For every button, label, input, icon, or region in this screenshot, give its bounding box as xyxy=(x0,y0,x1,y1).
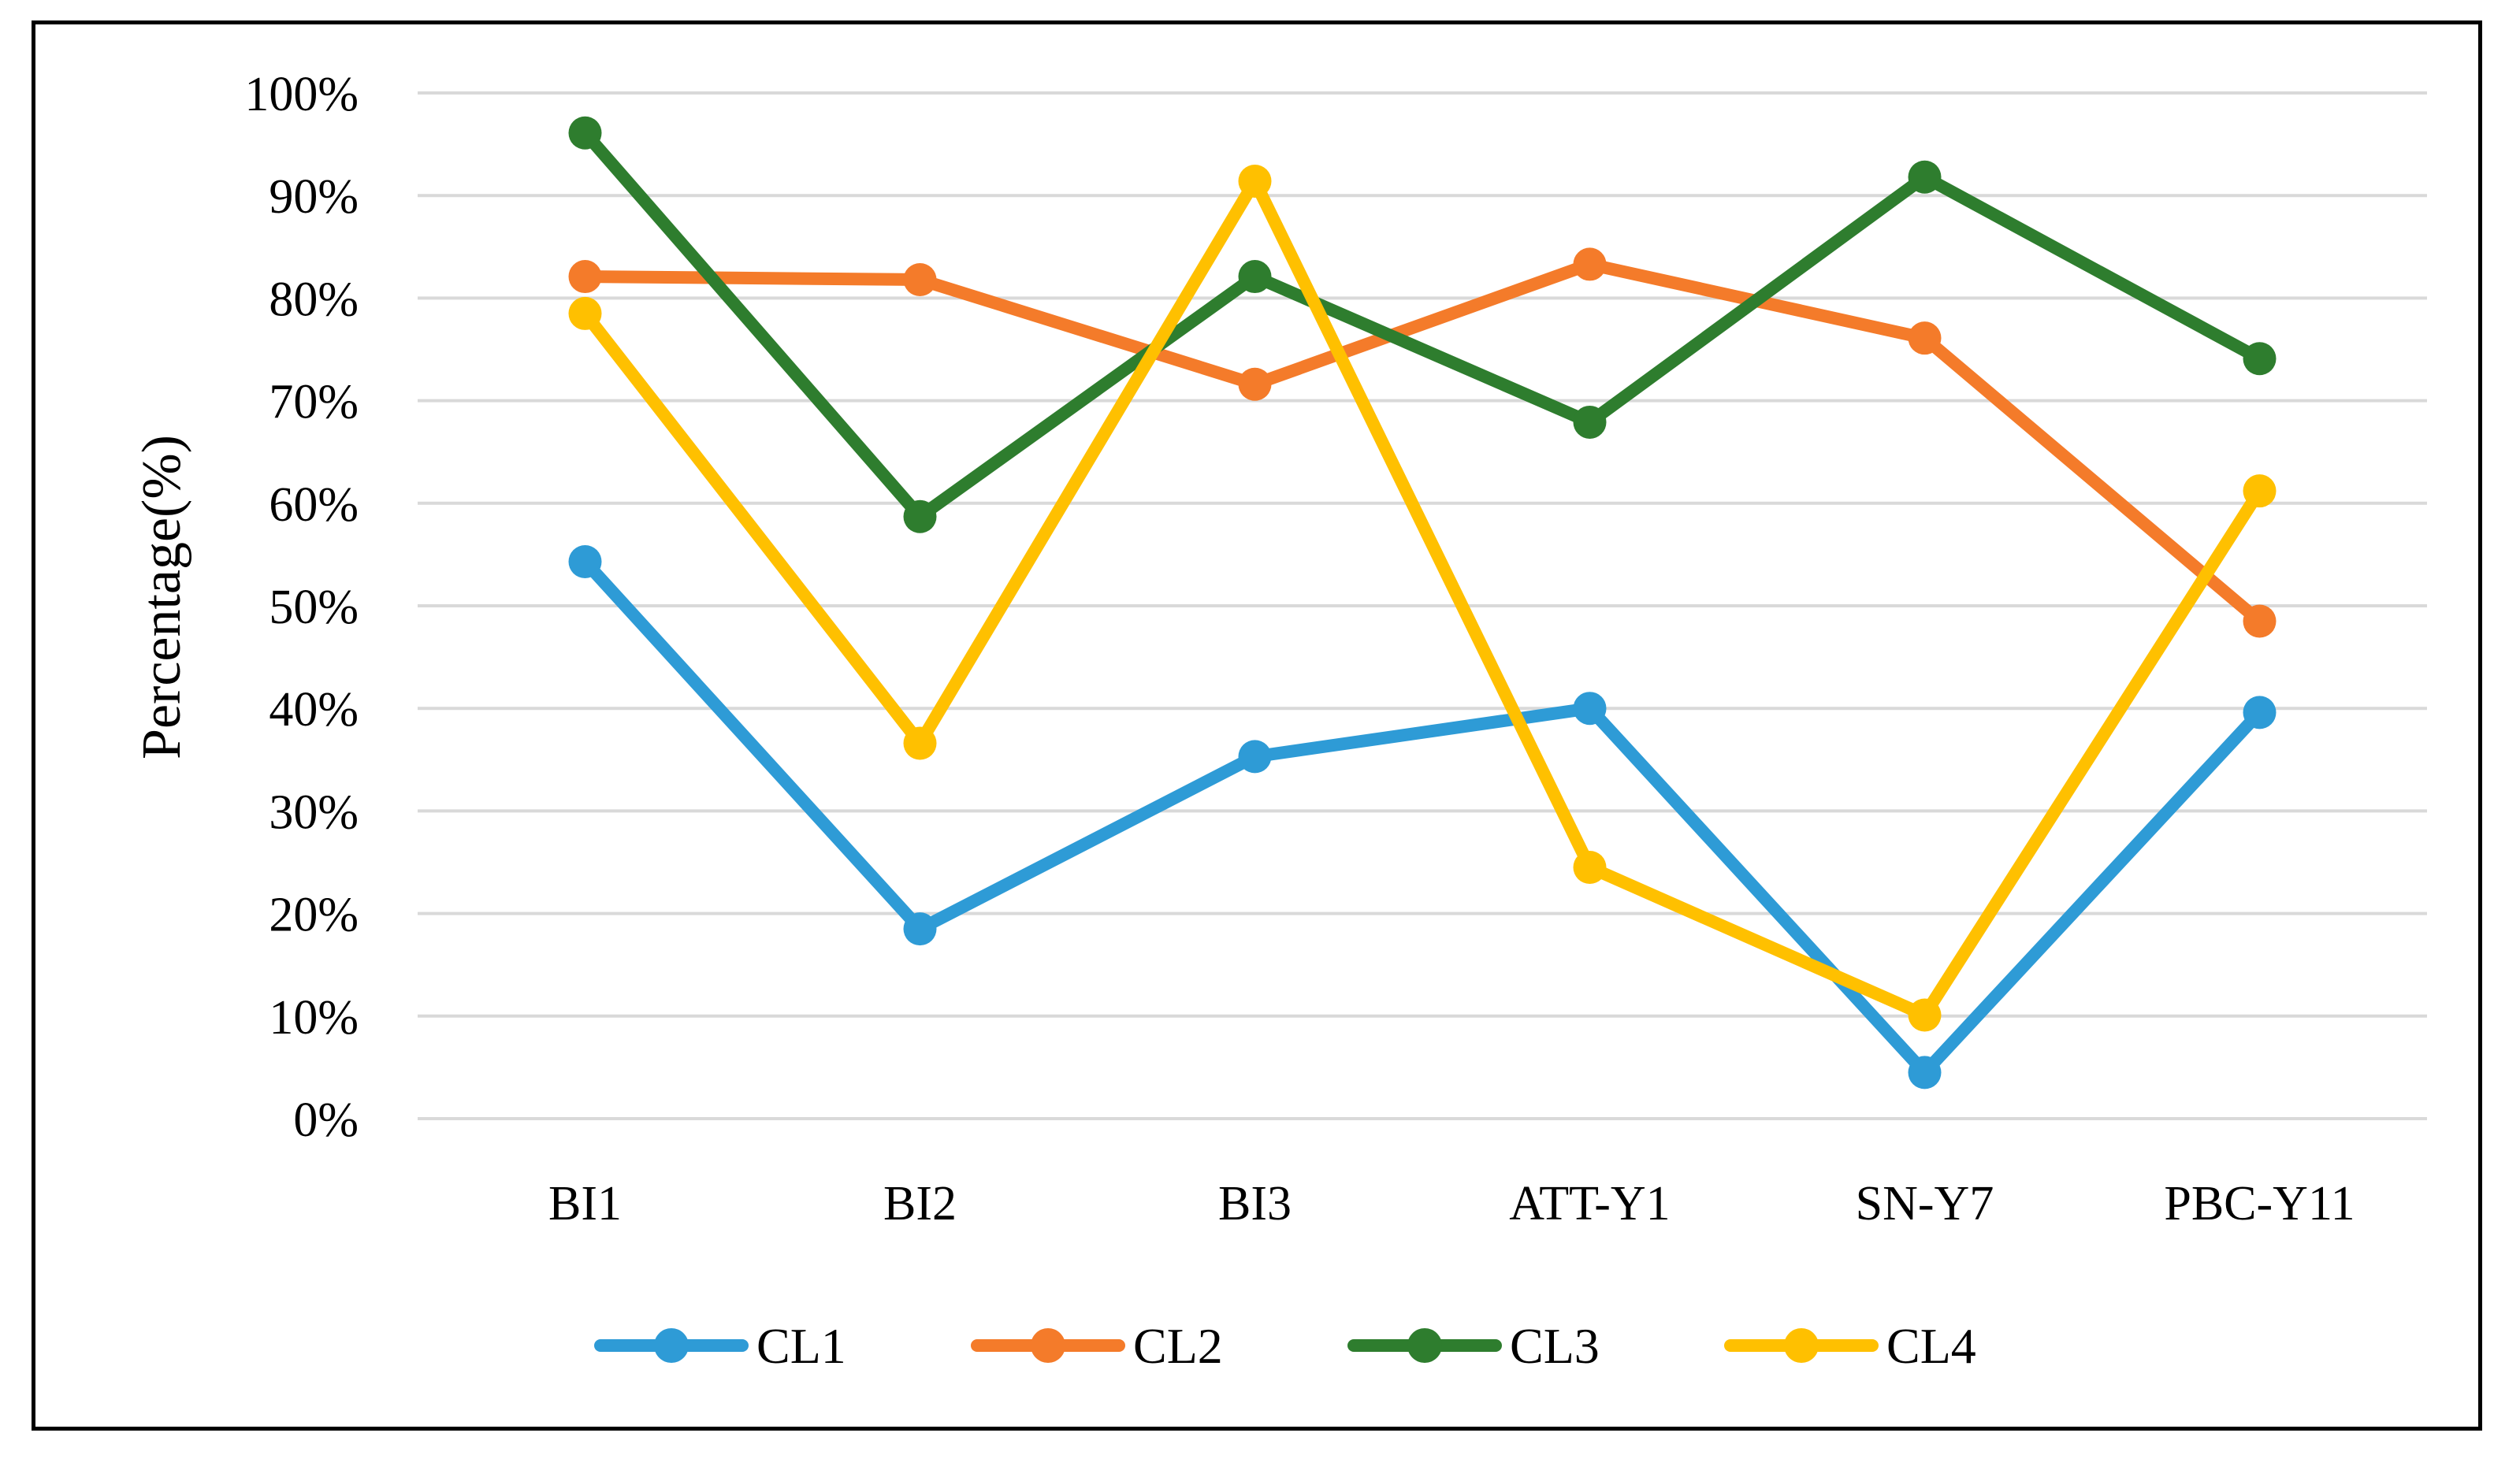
y-axis-title: Percentage(%) xyxy=(132,435,192,759)
data-point xyxy=(1238,367,1272,401)
legend-item-cl4: CL4 xyxy=(1724,1318,1976,1374)
data-point xyxy=(1573,247,1607,281)
y-tick-label: 20% xyxy=(269,889,359,942)
data-point xyxy=(1908,160,1942,194)
data-point xyxy=(903,262,937,296)
legend: CL1 CL2 CL3 CL4 xyxy=(594,1318,1976,1374)
y-tick-label: 40% xyxy=(269,683,359,737)
series-cl1 xyxy=(568,545,2277,1090)
data-point xyxy=(903,726,937,760)
y-tick-label: 50% xyxy=(269,581,359,634)
x-tick-label: ATT-Y1 xyxy=(1509,1177,1670,1231)
data-point xyxy=(2243,342,2277,376)
legend-label: CL4 xyxy=(1886,1318,1976,1374)
data-point xyxy=(568,296,602,330)
series-line xyxy=(578,258,2266,628)
data-point xyxy=(2243,696,2277,729)
data-point xyxy=(2243,474,2277,508)
y-tick-label: 70% xyxy=(269,376,359,429)
data-point xyxy=(2243,604,2277,638)
data-point xyxy=(568,116,602,150)
x-tick-label: BI2 xyxy=(883,1177,957,1231)
x-tick-label: BI3 xyxy=(1218,1177,1292,1231)
series-lines xyxy=(568,116,2277,1090)
x-axis-ticks: BI1 BI2 BI3 ATT-Y1 SN-Y7 PBC-Y11 xyxy=(548,1177,2355,1231)
legend-label: CL1 xyxy=(756,1318,846,1374)
legend-item-cl2: CL2 xyxy=(971,1318,1223,1374)
series-cl4 xyxy=(568,164,2277,1032)
data-point xyxy=(1908,1056,1942,1090)
series-line xyxy=(578,174,2266,1022)
data-point xyxy=(1238,260,1272,294)
legend-label: CL2 xyxy=(1133,1318,1223,1374)
data-point xyxy=(568,260,602,294)
data-point xyxy=(1238,740,1272,774)
y-tick-label: 30% xyxy=(269,785,359,839)
y-tick-label: 80% xyxy=(269,273,359,326)
x-tick-label: PBC-Y11 xyxy=(2164,1177,2355,1231)
x-tick-label: SN-Y7 xyxy=(1856,1177,1994,1231)
legend-swatch-marker xyxy=(1031,1328,1065,1363)
data-point xyxy=(1573,405,1607,439)
data-point xyxy=(903,499,937,533)
legend-swatch-marker xyxy=(1407,1328,1442,1363)
data-point xyxy=(1908,998,1942,1032)
data-point xyxy=(1573,851,1607,885)
series-cl3 xyxy=(568,116,2277,533)
legend-label: CL3 xyxy=(1510,1318,1600,1374)
legend-swatch-marker xyxy=(654,1328,689,1363)
data-point xyxy=(1573,692,1607,726)
series-line xyxy=(578,126,2266,523)
data-point xyxy=(1908,321,1942,355)
y-tick-label: 90% xyxy=(269,170,359,224)
legend-swatch-marker xyxy=(1784,1328,1819,1363)
x-tick-label: BI1 xyxy=(548,1177,622,1231)
series-cl2 xyxy=(568,247,2277,638)
series-line xyxy=(578,555,2266,1079)
data-point xyxy=(903,912,937,946)
data-point xyxy=(1238,164,1272,198)
legend-item-cl3: CL3 xyxy=(1347,1318,1600,1374)
y-tick-label: 10% xyxy=(269,991,359,1045)
data-point xyxy=(568,545,602,579)
y-tick-label: 0% xyxy=(293,1093,359,1147)
legend-item-cl1: CL1 xyxy=(594,1318,846,1374)
y-tick-label: 100% xyxy=(244,68,359,121)
y-axis-ticks: 0% 10% 20% 30% 40% 50% 60% 70% 80% 90% 100% xyxy=(244,68,359,1147)
grid-lines xyxy=(418,91,2427,1120)
y-tick-label: 60% xyxy=(269,478,359,532)
